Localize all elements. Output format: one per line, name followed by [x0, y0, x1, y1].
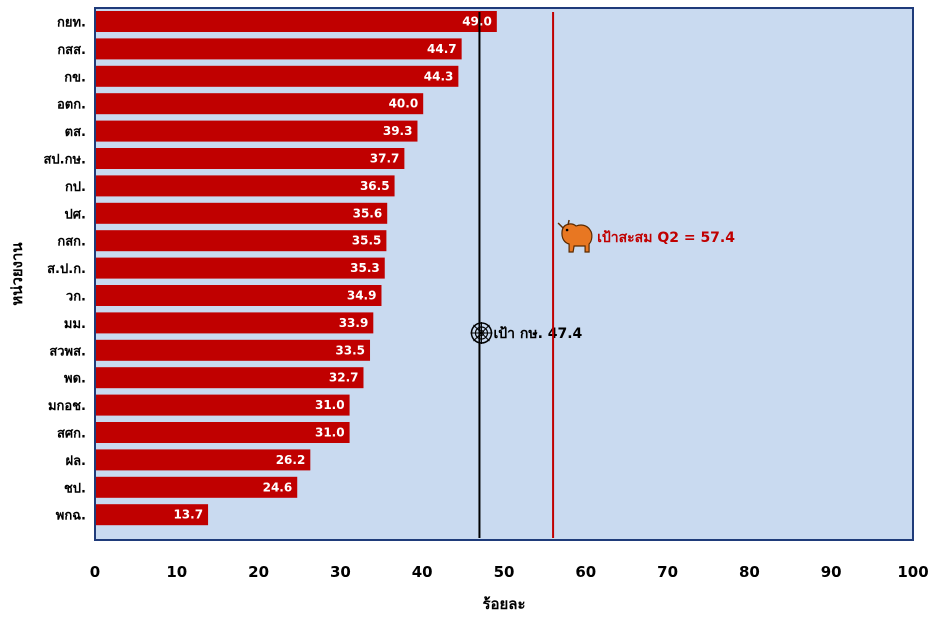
bar-value-label: 44.3 — [424, 69, 454, 83]
x-tick-label: 10 — [166, 563, 187, 581]
bar-value-label: 34.9 — [347, 289, 377, 303]
x-tick-label: 100 — [897, 563, 928, 581]
y-axis-title: หน่วยงาน — [8, 242, 26, 306]
bar — [96, 449, 311, 471]
bar-value-label: 35.3 — [350, 261, 380, 275]
bar-value-label: 33.9 — [339, 316, 369, 330]
bar — [96, 230, 387, 252]
category-label: วก. — [66, 290, 86, 305]
category-label: อตก. — [57, 98, 86, 113]
category-label: กป. — [65, 180, 86, 195]
bar-value-label: 32.7 — [329, 371, 359, 385]
category-label: สวพส. — [49, 344, 86, 359]
bar-value-label: 49.0 — [462, 15, 492, 29]
bar-value-label: 33.5 — [335, 343, 365, 357]
x-tick-label: 20 — [248, 563, 269, 581]
bar — [96, 394, 350, 416]
bar-value-label: 44.7 — [427, 42, 457, 56]
category-label: สศก. — [57, 427, 86, 442]
bar-value-label: 35.6 — [353, 206, 383, 220]
category-label: กสก. — [57, 235, 86, 250]
target-label-ministry: เป้า กษ. 47.4 — [493, 326, 582, 342]
bar — [96, 422, 350, 443]
bar — [96, 11, 497, 32]
bar — [96, 504, 209, 526]
bar — [96, 202, 388, 224]
bar-value-label: 24.6 — [263, 480, 293, 494]
category-label: ชป. — [64, 481, 86, 496]
category-label: สป.กษ. — [43, 153, 86, 168]
x-tick-label: 80 — [739, 563, 760, 581]
bar-value-label: 40.0 — [389, 97, 419, 111]
spider-web-icon — [470, 322, 493, 344]
bar — [96, 120, 418, 142]
bar-value-label: 37.7 — [370, 152, 400, 166]
category-label: ฝล. — [65, 454, 86, 469]
x-tick-label: 40 — [412, 563, 433, 581]
bar — [96, 476, 298, 498]
target-label-q2: เป้าสะสม Q2 = 57.4 — [597, 230, 735, 246]
x-tick-label: 0 — [90, 563, 100, 581]
bar-value-label: 31.0 — [315, 426, 345, 440]
bar-value-label: 36.5 — [360, 179, 390, 193]
x-tick-label: 30 — [330, 563, 351, 581]
bar-value-label: 31.0 — [315, 398, 345, 412]
category-label: มกอช. — [48, 399, 86, 414]
x-tick-label: 50 — [494, 563, 515, 581]
bar — [96, 312, 374, 334]
x-axis-title: ร้อยละ — [482, 595, 525, 613]
category-label: กยท. — [57, 16, 86, 31]
bar-value-label: 39.3 — [383, 124, 413, 138]
bar — [96, 38, 462, 60]
category-label: ส.ป.ก. — [47, 262, 86, 277]
bar-value-label: 35.5 — [352, 234, 382, 248]
bar — [96, 285, 382, 306]
ox-icon — [557, 219, 593, 253]
category-label: กข. — [64, 70, 86, 85]
bar — [96, 65, 459, 87]
category-label: พกฉ. — [56, 509, 86, 524]
bar-value-label: 13.7 — [173, 508, 203, 522]
x-tick-labels: 0 10 20 30 40 50 60 70 80 90 100 — [90, 563, 929, 581]
category-label: ปศ. — [65, 207, 86, 222]
category-label: มม. — [64, 317, 86, 332]
category-label: ตส. — [65, 125, 86, 140]
bar — [96, 148, 405, 169]
bars-layer: 49.0 44.7 44.3 40.0 39.3 37.7 36.5 35.6 35.5 35.3… — [96, 11, 497, 526]
bar — [96, 257, 385, 279]
x-tick-label: 90 — [821, 563, 842, 581]
category-labels: กยท. กสส. กข. อตก. ตส. สป.กษ. กป. ปศ. กสก. ส.ป.ก.… — [43, 16, 86, 524]
bar — [96, 175, 395, 197]
bar-value-label: 26.2 — [276, 453, 306, 467]
bar — [96, 93, 424, 115]
bar — [96, 339, 371, 361]
category-label: พด. — [64, 372, 86, 387]
category-label: กสส. — [57, 43, 86, 58]
x-tick-label: 70 — [657, 563, 678, 581]
bar — [96, 367, 364, 389]
x-tick-label: 60 — [575, 563, 596, 581]
